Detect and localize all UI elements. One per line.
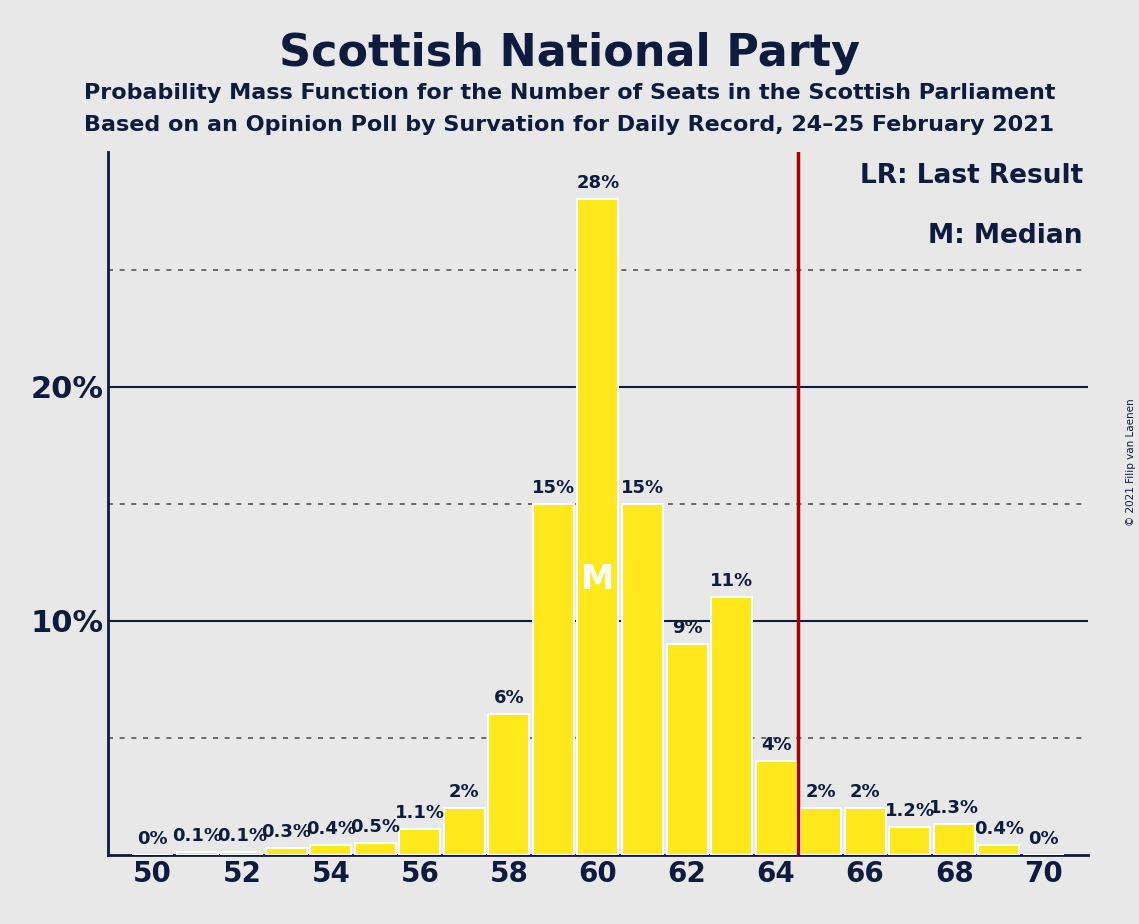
Bar	[310, 845, 351, 855]
Text: 15%: 15%	[621, 479, 664, 496]
Bar	[221, 852, 262, 855]
Text: 0.3%: 0.3%	[261, 822, 311, 841]
Text: 0.1%: 0.1%	[172, 827, 222, 845]
Text: 0.4%: 0.4%	[974, 821, 1024, 838]
Text: 15%: 15%	[532, 479, 575, 496]
Text: 6%: 6%	[493, 689, 524, 707]
Text: 0%: 0%	[1027, 830, 1058, 847]
Bar	[711, 597, 752, 855]
Text: 2%: 2%	[449, 783, 480, 801]
Text: © 2021 Filip van Laenen: © 2021 Filip van Laenen	[1126, 398, 1136, 526]
Bar	[666, 644, 707, 855]
Text: 9%: 9%	[672, 619, 703, 637]
Text: 0%: 0%	[138, 830, 169, 847]
Bar	[265, 847, 306, 855]
Bar	[355, 843, 396, 855]
Text: 0.1%: 0.1%	[216, 827, 267, 845]
Text: 11%: 11%	[710, 572, 753, 590]
Text: M: Median: M: Median	[928, 223, 1083, 249]
Text: 2%: 2%	[850, 783, 880, 801]
Text: LR: Last Result: LR: Last Result	[860, 163, 1083, 189]
Text: Scottish National Party: Scottish National Party	[279, 32, 860, 76]
Text: Based on an Opinion Poll by Survation for Daily Record, 24–25 February 2021: Based on an Opinion Poll by Survation fo…	[84, 115, 1055, 135]
Bar	[533, 504, 574, 855]
Bar	[577, 200, 618, 855]
Bar	[400, 829, 441, 855]
Bar	[444, 808, 485, 855]
Bar	[845, 808, 886, 855]
Text: 1.1%: 1.1%	[395, 804, 445, 822]
Text: Probability Mass Function for the Number of Seats in the Scottish Parliament: Probability Mass Function for the Number…	[84, 83, 1055, 103]
Text: 1.2%: 1.2%	[885, 802, 935, 820]
Text: 4%: 4%	[761, 736, 792, 754]
Text: 1.3%: 1.3%	[929, 799, 980, 817]
Bar	[890, 827, 931, 855]
Text: 0.4%: 0.4%	[306, 821, 355, 838]
Text: LR: LR	[712, 733, 751, 760]
Bar	[978, 845, 1019, 855]
Bar	[489, 714, 530, 855]
Text: 2%: 2%	[805, 783, 836, 801]
Text: M: M	[581, 563, 615, 596]
Bar	[755, 761, 796, 855]
Bar	[800, 808, 841, 855]
Text: 28%: 28%	[576, 175, 620, 192]
Bar	[934, 824, 975, 855]
Text: 0.5%: 0.5%	[351, 818, 400, 836]
Bar	[622, 504, 663, 855]
Bar	[177, 852, 218, 855]
